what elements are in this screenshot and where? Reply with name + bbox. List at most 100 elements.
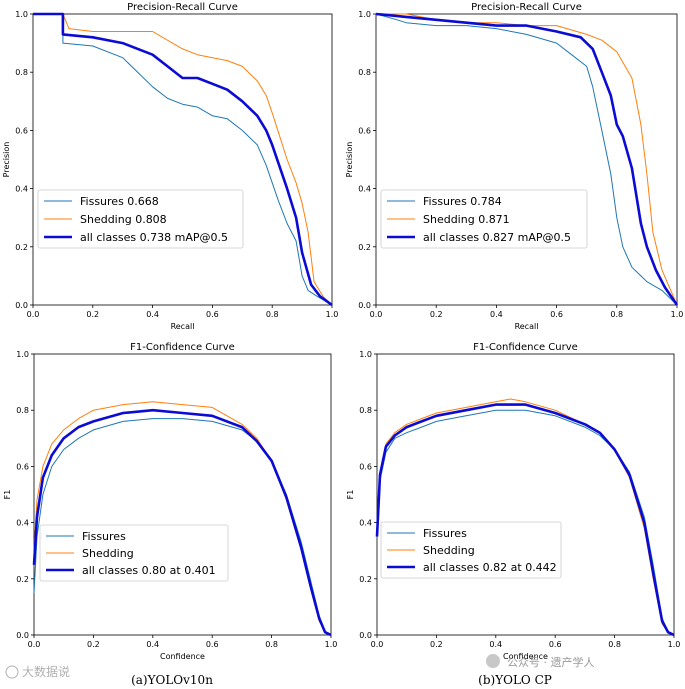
pr-curve-yolo-cp: Precision-Recall Curve 0.0 0.2 0.4 0.6 0.8 1.0… bbox=[345, 2, 683, 331]
series-line-fissures bbox=[376, 409, 675, 636]
y-tick-label: 0.6 bbox=[358, 126, 371, 135]
caption-right: (b)YOLO CP bbox=[478, 673, 552, 687]
legend-entry: all classes 0.827 mAP@0.5 bbox=[423, 231, 571, 244]
x-tick-label: 0.0 bbox=[371, 640, 384, 649]
x-tick-label: 0.4 bbox=[146, 640, 159, 649]
chart-title: Precision-Recall Curve bbox=[127, 2, 238, 13]
series-line-all-classes bbox=[32, 408, 332, 637]
chart-legend: Fissures Shedding all classes 0.82 at 0.44… bbox=[380, 521, 562, 579]
legend-entry: Shedding 0.871 bbox=[423, 213, 510, 226]
watermark-left: 大数据说 bbox=[5, 664, 70, 679]
y-tick-label: 0.0 bbox=[358, 301, 371, 310]
legend-entry: Fissures 0.668 bbox=[80, 195, 159, 208]
series-line-shedding bbox=[376, 13, 678, 306]
x-tick-label: 1.0 bbox=[668, 640, 681, 649]
chart-title: F1-Confidence Curve bbox=[130, 342, 235, 353]
y-axis-label: Precision bbox=[2, 142, 11, 178]
y-axis-label: F1 bbox=[346, 490, 355, 500]
legend-entry: Shedding 0.808 bbox=[80, 213, 167, 226]
x-tick-label: 0.0 bbox=[370, 310, 383, 319]
y-tick-label: 0.2 bbox=[358, 243, 371, 252]
x-tick-label: 0.6 bbox=[549, 640, 562, 649]
y-tick-label: 0.0 bbox=[15, 301, 28, 310]
y-tick-label: 0.6 bbox=[359, 462, 372, 471]
series-line-fissures bbox=[375, 13, 678, 306]
chart-legend: Fissures 0.784 Shedding 0.871 all classes … bbox=[380, 189, 588, 249]
series-line-all-classes bbox=[33, 12, 333, 307]
legend-entry: Shedding bbox=[82, 547, 134, 560]
watermark-logo-icon bbox=[5, 665, 19, 679]
watermark-left-text: 大数据说 bbox=[22, 664, 70, 679]
legend-entry: Shedding bbox=[423, 544, 475, 557]
legend-entry: Fissures bbox=[82, 530, 126, 543]
y-tick-label: 0.2 bbox=[16, 575, 29, 584]
y-axis-label: Precision bbox=[345, 142, 354, 178]
y-tick-label: 0.4 bbox=[16, 519, 29, 528]
chart-legend: Fissures Shedding all classes 0.80 at 0.40… bbox=[39, 524, 229, 582]
x-tick-label: 0.4 bbox=[489, 640, 502, 649]
y-tick-label: 1.0 bbox=[359, 350, 372, 359]
legend-box bbox=[380, 521, 562, 579]
x-axis-label: Confidence bbox=[503, 652, 548, 661]
legend-box bbox=[380, 189, 588, 249]
legend-box bbox=[39, 524, 229, 582]
x-tick-label: 0.8 bbox=[608, 640, 621, 649]
y-tick-label: 0.6 bbox=[15, 126, 28, 135]
legend-entry: all classes 0.82 at 0.442 bbox=[423, 561, 557, 574]
legend-entry: all classes 0.80 at 0.401 bbox=[82, 564, 216, 577]
x-tick-label: 1.0 bbox=[671, 310, 684, 319]
series-line-shedding bbox=[33, 401, 332, 636]
f1-curve-yolov10n: F1-Confidence Curve 0.0 0.2 0.4 0.6 0.8 1.0 0.0… bbox=[3, 342, 337, 661]
caption-left: (a)YOLOv10n bbox=[131, 673, 213, 687]
x-tick-label: 0.2 bbox=[87, 640, 100, 649]
chart-title: Precision-Recall Curve bbox=[471, 2, 582, 13]
series-line-fissures bbox=[33, 13, 333, 306]
x-tick-label: 1.0 bbox=[326, 310, 339, 319]
y-tick-label: 0.0 bbox=[359, 631, 372, 640]
legend-entry: all classes 0.738 mAP@0.5 bbox=[80, 231, 228, 244]
x-axis-label: Recall bbox=[171, 322, 195, 331]
chart-legend: Fissures 0.668 Shedding 0.808 all classes … bbox=[37, 189, 244, 249]
y-tick-label: 1.0 bbox=[15, 10, 28, 19]
y-tick-label: 0.4 bbox=[359, 519, 372, 528]
y-tick-label: 0.4 bbox=[358, 185, 371, 194]
y-axis-label: F1 bbox=[3, 490, 12, 500]
y-tick-label: 0.8 bbox=[16, 406, 29, 415]
plot-frame bbox=[33, 353, 332, 636]
watermark-right-text: 公众号 · 遗产学人 bbox=[507, 655, 595, 669]
y-tick-label: 0.2 bbox=[359, 575, 372, 584]
legend-box bbox=[37, 189, 244, 249]
plot-frame bbox=[376, 353, 675, 636]
plot-frame bbox=[32, 13, 333, 306]
x-tick-label: 0.6 bbox=[206, 640, 219, 649]
y-tick-label: 0.8 bbox=[15, 68, 28, 77]
plot-frame bbox=[375, 13, 678, 306]
x-tick-label: 0.2 bbox=[430, 310, 443, 319]
x-tick-label: 0.4 bbox=[490, 310, 503, 319]
y-tick-label: 0.8 bbox=[358, 68, 371, 77]
x-tick-label: 0.2 bbox=[430, 640, 443, 649]
x-tick-label: 0.6 bbox=[206, 310, 219, 319]
x-tick-label: 0.0 bbox=[28, 640, 41, 649]
y-tick-label: 1.0 bbox=[16, 350, 29, 359]
y-tick-label: 0.0 bbox=[16, 631, 29, 640]
x-tick-label: 0.4 bbox=[146, 310, 159, 319]
x-tick-label: 0.2 bbox=[86, 310, 99, 319]
x-tick-label: 0.8 bbox=[265, 640, 278, 649]
y-tick-label: 0.6 bbox=[16, 462, 29, 471]
x-tick-label: 0.6 bbox=[550, 310, 563, 319]
series-line-all-classes bbox=[375, 12, 679, 306]
series-line-shedding bbox=[376, 398, 675, 636]
y-tick-label: 1.0 bbox=[358, 10, 371, 19]
series-line-shedding bbox=[33, 13, 333, 306]
x-axis-label: Recall bbox=[515, 322, 539, 331]
series-line-all-classes bbox=[375, 403, 675, 637]
series-line-fissures bbox=[33, 418, 332, 636]
watermark-right: 公众号 · 遗产学人 bbox=[486, 654, 595, 669]
f1-curve-yolo-cp: F1-Confidence Curve 0.0 0.2 0.4 0.6 0.8 1.0 0.0… bbox=[346, 342, 680, 661]
x-tick-label: 0.0 bbox=[27, 310, 40, 319]
legend-entry: Fissures 0.784 bbox=[423, 195, 502, 208]
x-axis-label: Confidence bbox=[160, 652, 205, 661]
y-tick-label: 0.8 bbox=[359, 406, 372, 415]
